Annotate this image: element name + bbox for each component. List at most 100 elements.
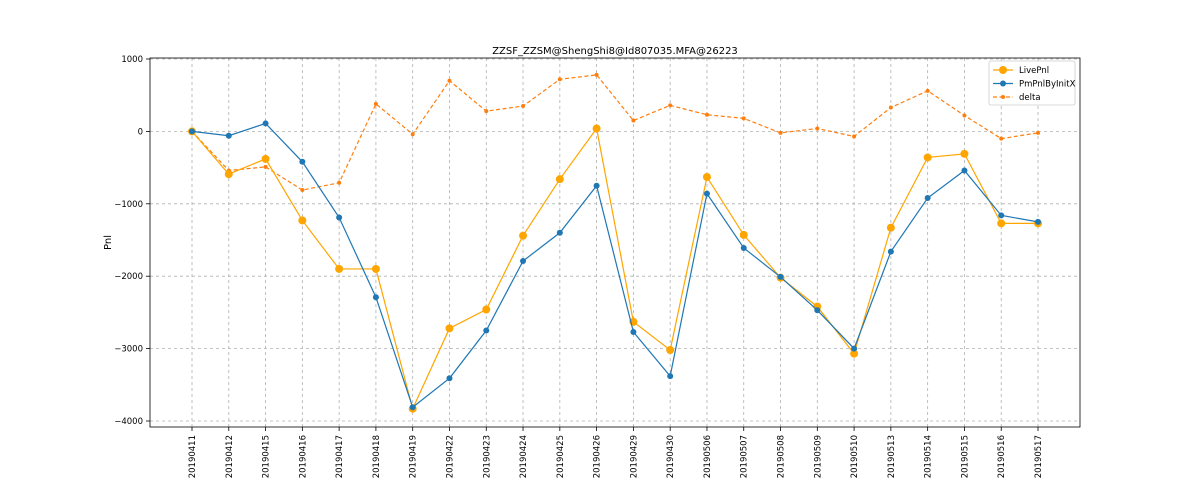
series-delta (190, 72, 1040, 193)
grid-lines (150, 58, 1080, 427)
data-point (667, 373, 674, 380)
data-point (815, 126, 820, 131)
x-tick-label: 20190429 (629, 435, 639, 478)
data-point (1036, 130, 1040, 135)
plot-area-frame (149, 57, 1081, 428)
data-point (741, 116, 746, 121)
y-tick-label: 1000 (121, 55, 143, 65)
data-point (300, 188, 305, 193)
data-point (668, 103, 673, 108)
data-point (446, 375, 453, 382)
data-point (850, 349, 859, 358)
legend-label: LivePnl (1019, 66, 1049, 76)
series-line (191, 74, 1039, 191)
x-tick-label: 20190411 (188, 435, 198, 478)
x-tick-label: 20190412 (225, 435, 235, 478)
x-tick-label: 20190430 (666, 435, 676, 478)
x-tick-label: 20190510 (850, 435, 860, 478)
data-point (851, 345, 858, 352)
data-point (409, 404, 416, 411)
data-point (778, 130, 783, 135)
data-point (852, 134, 857, 139)
data-point (521, 104, 526, 109)
data-point (740, 244, 747, 251)
data-point (410, 132, 415, 137)
data-point (337, 180, 342, 185)
data-point (998, 212, 1005, 219)
series-line (191, 127, 1038, 411)
data-point (631, 118, 636, 123)
data-point (299, 158, 306, 165)
data-point (335, 264, 344, 273)
x-tick-label: 20190509 (813, 435, 823, 478)
x-tick-label: 20190514 (924, 435, 934, 478)
data-point (593, 182, 600, 189)
y-tick-label: −1000 (114, 200, 143, 210)
x-tick-label: 20190426 (593, 435, 603, 478)
data-point (556, 229, 563, 236)
data-point (224, 170, 233, 179)
data-point (520, 257, 527, 264)
data-point (336, 214, 343, 221)
y-tick-label: −2000 (114, 272, 143, 282)
x-tick-label: 20190506 (703, 435, 713, 478)
series-LivePnl (188, 124, 1042, 413)
data-point (1035, 218, 1041, 225)
data-point (371, 264, 380, 273)
y-tick-label: −4000 (114, 417, 143, 427)
legend-box (988, 60, 1076, 106)
legend-marker-swatch (1001, 95, 1005, 99)
data-point (923, 153, 932, 162)
x-tick-label: 20190415 (262, 435, 272, 478)
x-tick-label: 20190418 (372, 435, 382, 478)
data-point (702, 173, 711, 182)
x-tick-label: 20190513 (887, 435, 897, 478)
x-tick-label: 20190416 (298, 435, 308, 478)
legend: LivePnl PmPnlByInitX delta (988, 60, 1076, 106)
legend-marker-swatch (999, 66, 1007, 74)
data-point (263, 164, 268, 169)
data-point (372, 294, 379, 301)
data-point (189, 128, 195, 135)
y-axis-label: Pnl (103, 235, 114, 250)
data-point (261, 154, 270, 163)
legend-label: PmPnlByInitX (1019, 80, 1076, 90)
data-point (225, 132, 232, 139)
data-point (704, 112, 709, 117)
x-tick-label: 20190508 (777, 435, 787, 478)
x-tick-label: 20190515 (960, 435, 970, 478)
data-point (777, 273, 784, 280)
data-point (594, 72, 599, 77)
x-tick-label: 20190425 (556, 435, 566, 478)
x-tick-label: 20190507 (740, 435, 750, 478)
data-point (888, 105, 893, 110)
data-point (519, 231, 528, 240)
data-point (557, 77, 562, 82)
data-point (703, 190, 710, 197)
x-tick-label: 20190419 (409, 435, 419, 478)
data-point (887, 248, 894, 255)
data-point (262, 120, 269, 127)
data-point (298, 216, 307, 225)
y-tick-label: −3000 (114, 345, 143, 355)
series-line (191, 122, 1039, 409)
x-tick-label: 20190424 (519, 435, 529, 478)
data-point (997, 219, 1006, 228)
x-tick-label: 20190517 (1034, 435, 1044, 478)
data-point (962, 113, 967, 118)
data-point (925, 88, 930, 93)
chart-title: ZZSF_ZZSM@ShengShi8@Id807035.MFA@26223 (492, 46, 738, 57)
series-PmPnlByInitX (189, 120, 1041, 411)
data-point (924, 195, 931, 202)
data-point (814, 307, 821, 314)
data-point (961, 167, 968, 174)
x-tick-label: 20190417 (335, 435, 345, 478)
data-point (960, 149, 969, 158)
data-point (886, 223, 895, 232)
legend-label: delta (1019, 93, 1041, 103)
x-tick-label: 20190516 (997, 435, 1007, 478)
data-point (484, 109, 489, 114)
axis-ticks: 1000 0 −1000 −2000 −3000 −4000 20190411 2019041… (114, 55, 1044, 478)
data-point (447, 78, 452, 83)
